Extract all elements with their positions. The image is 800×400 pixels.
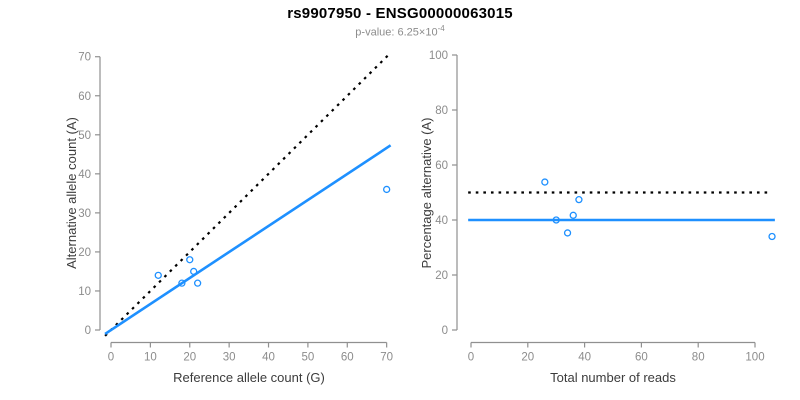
x-tick-label: 100 — [745, 352, 764, 364]
x-tick-label: 60 — [341, 352, 354, 364]
x-axis-title: Reference allele count (G) — [173, 370, 325, 385]
x-tick-label: 60 — [635, 352, 648, 364]
x-tick-label: 30 — [223, 352, 236, 364]
page-title: rs9907950 - ENSG00000063015 — [287, 5, 513, 22]
data-point — [563, 229, 572, 237]
x-tick-label: 50 — [302, 352, 315, 364]
x-tick-label: 80 — [692, 352, 705, 364]
data-point — [178, 279, 186, 287]
subtitle: p-value: 6.25×10-4 — [0, 24, 800, 39]
data-point — [575, 195, 583, 204]
y-tick-label: 20 — [435, 270, 448, 282]
data-point — [383, 185, 391, 194]
y-tick-label: 0 — [85, 325, 91, 337]
x-tick-label: 20 — [521, 352, 534, 364]
data-point — [186, 256, 194, 264]
data-point — [154, 271, 162, 279]
y-tick-label: 30 — [78, 208, 91, 220]
y-tick-label: 80 — [435, 105, 448, 117]
data-point — [193, 279, 202, 287]
data-point — [569, 211, 577, 219]
x-tick-label: 0 — [108, 352, 114, 364]
y-axis-title: Alternative allele count (A) — [64, 117, 79, 269]
x-tick-label: 20 — [183, 352, 196, 364]
y-tick-label: 40 — [435, 215, 448, 227]
data-point — [552, 216, 560, 224]
y-tick-label: 60 — [78, 91, 91, 103]
data-point — [541, 178, 549, 186]
fit-line — [104, 144, 392, 335]
data-point — [190, 267, 198, 276]
y-tick-label: 0 — [442, 325, 448, 337]
pvalue-text: p-value: 6.25×10 — [355, 26, 438, 39]
y-tick-label: 100 — [429, 50, 448, 62]
x-tick-label: 40 — [578, 352, 591, 364]
percentage-alternative-plot: 0 20 40 60 80 100 0 20 40 60 80 100 Total number of … — [419, 50, 776, 385]
y-axis-title: Percentage alternative (A) — [419, 117, 434, 268]
y-tick-label: 20 — [78, 247, 91, 259]
x-tick-label: 70 — [380, 352, 393, 364]
data-point — [768, 232, 776, 241]
y-tick-label: 10 — [78, 286, 91, 298]
x-tick-label: 0 — [468, 352, 474, 364]
y-tick-label: 40 — [78, 169, 91, 181]
x-axis-title: Total number of reads — [550, 370, 676, 385]
x-tick-label: 10 — [144, 352, 157, 364]
y-tick-label: 60 — [435, 160, 448, 172]
x-tick-label: 40 — [262, 352, 275, 364]
identity-line — [104, 54, 389, 337]
y-tick-label: 50 — [78, 130, 91, 142]
allele-counts-plot: 0 10 20 30 40 50 60 70 0 10 20 30 40 50 60 70 Reference … — [64, 52, 393, 385]
y-tick-label: 70 — [78, 52, 91, 64]
pvalue-exponent: -4 — [437, 24, 445, 33]
